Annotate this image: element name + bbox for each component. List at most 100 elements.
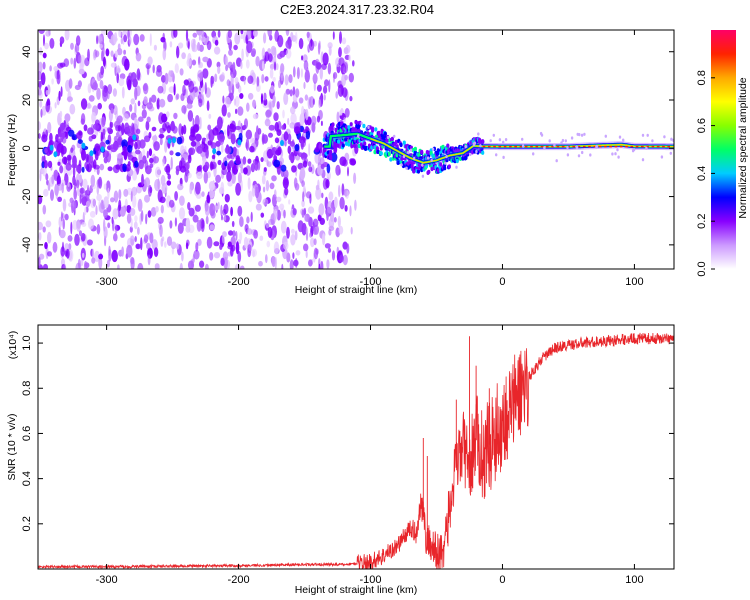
- trace-blob: [340, 121, 344, 126]
- x-tick-label: -100: [359, 574, 381, 586]
- band-speck: [273, 159, 281, 168]
- noise-speck: [84, 206, 87, 216]
- noise-speck: [221, 72, 225, 80]
- trace-blob: [470, 150, 474, 155]
- trace-faint: [504, 138, 508, 142]
- band-speck: [135, 128, 141, 135]
- y-tick-label: -20: [21, 189, 33, 205]
- band-speck: [257, 127, 262, 135]
- band-speck: [107, 127, 111, 132]
- trace-faint: [641, 158, 645, 162]
- band-speck: [182, 124, 187, 135]
- noise-speck: [309, 232, 313, 238]
- trace-blob: [336, 143, 340, 148]
- noise-speck: [267, 48, 271, 54]
- noise-speck: [352, 60, 355, 67]
- noise-speck: [201, 191, 205, 197]
- trace-blob: [341, 143, 345, 148]
- noise-speck: [180, 145, 185, 156]
- trace-faint: [589, 153, 592, 157]
- noise-speck: [290, 106, 296, 115]
- noise-speck: [38, 62, 43, 69]
- noise-speck: [252, 113, 259, 120]
- noise-speck: [47, 251, 52, 257]
- noise-speck: [349, 205, 352, 217]
- band-speck: [107, 166, 113, 172]
- noise-speck: [103, 209, 108, 219]
- noise-speck: [283, 92, 289, 105]
- noise-speck: [156, 97, 161, 110]
- noise-speck: [76, 221, 81, 232]
- band-speck: [153, 141, 160, 151]
- noise-speck: [195, 242, 199, 252]
- trace-faint: [561, 138, 565, 143]
- noise-speck: [282, 109, 285, 119]
- noise-speck: [299, 113, 305, 126]
- trace-blob: [436, 168, 440, 173]
- noise-speck: [87, 83, 92, 94]
- noise-speck: [230, 133, 236, 145]
- noise-speck: [278, 79, 282, 89]
- noise-speck: [279, 203, 285, 211]
- noise-speck: [96, 183, 100, 195]
- noise-speck: [287, 117, 290, 126]
- band-speck: [190, 126, 195, 134]
- trace-faint: [421, 174, 425, 178]
- noise-speck: [77, 54, 82, 64]
- noise-speck: [219, 244, 223, 250]
- noise-speck: [72, 165, 76, 178]
- noise-speck: [134, 102, 137, 115]
- trace-faint: [663, 135, 666, 139]
- noise-speck: [233, 44, 238, 51]
- noise-speck: [118, 30, 122, 38]
- noise-speck: [101, 116, 106, 128]
- noise-speck: [53, 66, 59, 72]
- colorbar-tick-label: 0.4: [696, 166, 708, 181]
- noise-speck: [113, 233, 118, 242]
- band-speck: [314, 147, 320, 153]
- noise-speck: [310, 237, 315, 248]
- noise-speck: [45, 100, 50, 113]
- trace-faint: [405, 166, 408, 170]
- noise-speck: [182, 84, 186, 97]
- band-speck: [209, 161, 214, 171]
- noise-speck: [207, 124, 212, 131]
- band-speck: [65, 162, 72, 171]
- noise-speck: [338, 57, 345, 67]
- y-tick-label: 0.6: [21, 426, 33, 441]
- noise-speck: [335, 91, 339, 99]
- noise-speck: [62, 218, 65, 230]
- noise-speck: [341, 37, 347, 45]
- trace-faint: [386, 135, 390, 140]
- noise-speck: [197, 69, 203, 82]
- trace-faint: [367, 125, 370, 129]
- noise-speck: [215, 140, 221, 147]
- y-tick-label: 1.0: [21, 335, 33, 350]
- x-tick-label: -200: [228, 574, 250, 586]
- band-speck: [281, 124, 285, 130]
- band-speck: [144, 135, 151, 143]
- trace-blob: [443, 166, 447, 171]
- noise-speck: [234, 95, 240, 108]
- band-speck: [235, 157, 241, 165]
- band-speck: [99, 141, 106, 149]
- noise-speck: [146, 150, 149, 159]
- noise-speck: [308, 39, 315, 51]
- noise-speck: [324, 79, 329, 87]
- band-speck: [238, 132, 243, 142]
- noise-speck: [164, 241, 167, 248]
- noise-speck: [86, 184, 90, 195]
- spectrogram-frame: [37, 29, 675, 270]
- x-tick-label: 100: [625, 276, 643, 288]
- noise-speck: [42, 61, 46, 70]
- noise-speck: [276, 196, 282, 203]
- band-speck: [176, 136, 183, 145]
- noise-speck: [72, 175, 76, 186]
- noise-speck: [131, 186, 138, 196]
- band-speck: [211, 154, 216, 160]
- trace-blob: [387, 151, 391, 157]
- band-speck: [115, 164, 121, 170]
- noise-speck: [110, 62, 117, 68]
- noise-speck: [68, 243, 72, 251]
- noise-speck: [184, 172, 189, 183]
